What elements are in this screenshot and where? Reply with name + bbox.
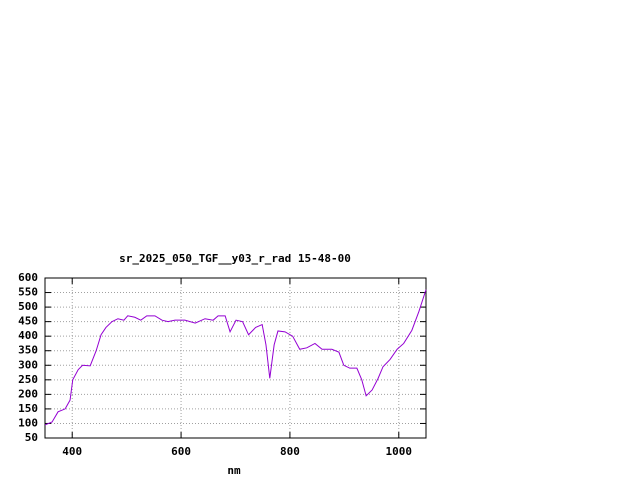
y-tick-label: 50 [25,431,38,444]
y-tick-label: 300 [18,358,38,371]
chart-title: sr_2025_050_TGF__y03_r_rad 15-48-00 [119,252,351,265]
plot-border [44,277,427,439]
data-line [44,289,427,426]
x-tick-label: 400 [62,445,82,458]
y-tick-label: 450 [18,315,38,328]
y-tick-label: 150 [18,402,38,415]
x-tick-label: 600 [171,445,191,458]
x-axis-label: nm [227,464,241,477]
y-tick-label: 350 [18,344,38,357]
y-tick-label: 500 [18,300,38,313]
x-tick-label: 1000 [386,445,413,458]
y-tick-label: 100 [18,416,38,429]
x-tick-label: 800 [280,445,300,458]
y-tick-label: 250 [18,373,38,386]
y-tick-label: 200 [18,387,38,400]
y-tick-label: 600 [18,271,38,284]
y-tick-label: 400 [18,329,38,342]
y-tick-label: 550 [18,286,38,299]
